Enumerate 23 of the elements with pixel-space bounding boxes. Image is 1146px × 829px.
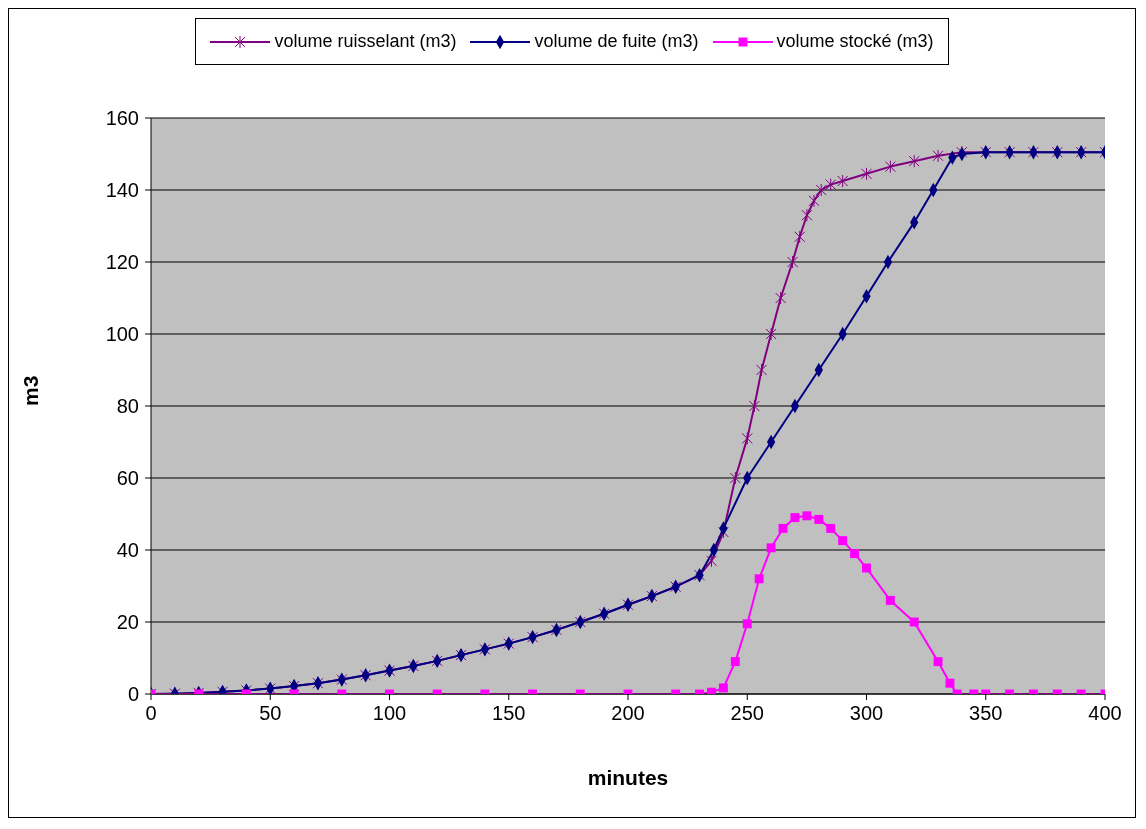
x-tick-label: 350 xyxy=(969,702,1003,725)
x-tick-label: 150 xyxy=(492,702,526,725)
y-tick-label: 60 xyxy=(116,467,139,490)
y-tick-label: 160 xyxy=(105,107,139,130)
legend-label: volume ruisselant (m3) xyxy=(274,31,457,52)
x-tick-label: 0 xyxy=(145,702,157,725)
y-tick-label: 80 xyxy=(116,395,139,418)
y-tick-label: 20 xyxy=(116,611,139,634)
y-tick-label: 120 xyxy=(105,251,139,274)
x-tick-label: 200 xyxy=(611,702,645,725)
x-tick-label: 400 xyxy=(1088,702,1122,725)
legend-label: volume de fuite (m3) xyxy=(534,31,699,52)
y-tick-label: 40 xyxy=(116,539,139,562)
x-axis-title: minutes xyxy=(587,766,669,789)
y-tick-label: 140 xyxy=(105,179,139,202)
x-tick-label: 50 xyxy=(259,702,282,725)
y-tick-label: 0 xyxy=(127,683,139,706)
x-tick-label: 100 xyxy=(372,702,407,725)
y-tick-label: 100 xyxy=(105,323,139,346)
x-tick-label: 250 xyxy=(730,702,764,725)
x-tick-label: 300 xyxy=(849,702,884,725)
legend-label: volume stocké (m3) xyxy=(776,31,934,52)
y-axis-title: m3 xyxy=(19,375,43,406)
